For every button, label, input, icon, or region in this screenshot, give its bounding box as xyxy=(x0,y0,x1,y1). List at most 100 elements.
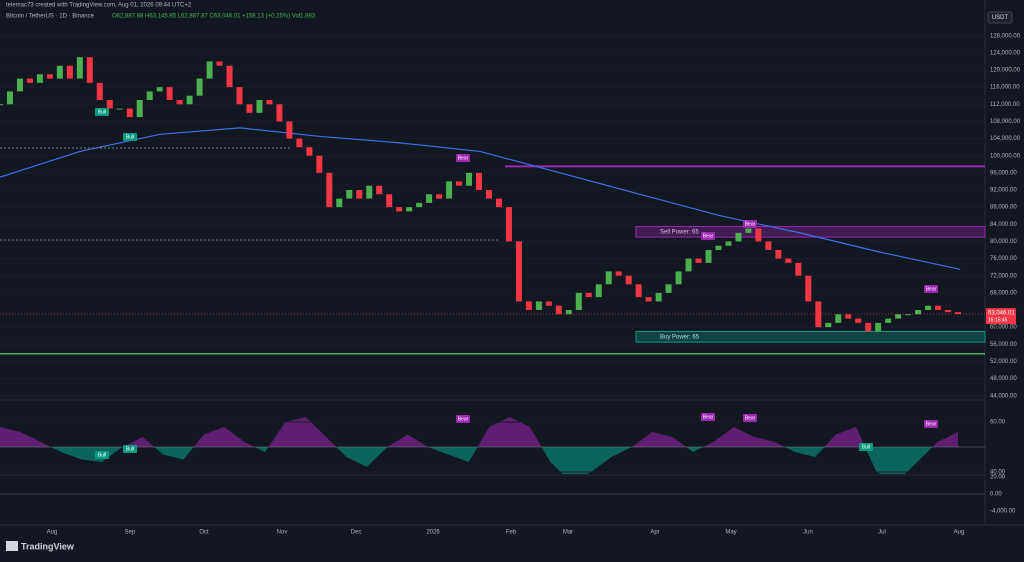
candle xyxy=(46,74,53,79)
signal-label: Bear xyxy=(703,233,714,239)
candle xyxy=(186,95,193,105)
y-tick-label: 60,000.00 xyxy=(990,325,1017,331)
x-tick-label: Apr xyxy=(650,530,659,536)
candle xyxy=(136,100,143,118)
candle xyxy=(535,301,542,310)
osc-area-up xyxy=(0,417,958,447)
candle xyxy=(675,271,682,285)
signal-box xyxy=(924,285,938,293)
candle xyxy=(515,241,522,302)
candle xyxy=(176,100,183,105)
candle xyxy=(266,100,273,105)
y-tick-label: 48,000.00 xyxy=(990,376,1017,382)
x-tick-label: 2026 xyxy=(426,530,440,536)
candle xyxy=(935,305,942,310)
candle xyxy=(6,91,13,105)
x-tick-label: Jun xyxy=(803,530,813,536)
x-tick-label: Aug xyxy=(47,530,58,536)
candle xyxy=(16,78,23,92)
candle xyxy=(605,271,612,285)
y-tick-label: 88,000.00 xyxy=(990,205,1017,211)
candle xyxy=(945,310,952,313)
candle xyxy=(745,228,752,233)
signal-label: Bear xyxy=(703,414,714,420)
candle xyxy=(346,190,353,199)
candle xyxy=(26,78,33,83)
y-tick-label: 76,000.00 xyxy=(990,256,1017,262)
x-tick-label: Aug xyxy=(954,530,965,536)
candle xyxy=(396,207,403,212)
y-tick-label: 68,000.00 xyxy=(990,290,1017,296)
signal-box xyxy=(456,154,470,162)
x-tick-label: Mar xyxy=(563,530,573,536)
y-tick-label: 56,000.00 xyxy=(990,342,1017,348)
price-tag xyxy=(986,308,1016,325)
candle xyxy=(545,301,552,306)
candle xyxy=(665,284,672,293)
macd-label: -4,000.00 xyxy=(990,509,1016,515)
signal-label: Bear xyxy=(745,221,756,227)
signal-label: Bear xyxy=(458,416,469,422)
candle xyxy=(705,250,712,263)
y-tick-label: 112,000.00 xyxy=(990,102,1020,108)
candle xyxy=(955,312,961,315)
signal-box xyxy=(123,445,137,453)
y-tick-label: 44,000.00 xyxy=(990,393,1017,399)
candle xyxy=(436,194,443,199)
candle xyxy=(206,61,213,79)
y-tick-label: 104,000.00 xyxy=(990,136,1021,142)
candle xyxy=(755,228,762,242)
candle xyxy=(336,198,343,208)
y-tick-label: 100,000.00 xyxy=(990,153,1021,159)
y-tick-label: 124,000.00 xyxy=(990,50,1021,56)
candle xyxy=(446,181,453,199)
candle xyxy=(356,190,363,199)
osc-area-down xyxy=(0,447,958,474)
candle xyxy=(845,314,852,319)
price-tag-label: 63,046.01 xyxy=(988,311,1015,317)
candle xyxy=(406,207,413,212)
zone xyxy=(635,330,986,343)
candle xyxy=(505,207,512,242)
signal-label: Bull xyxy=(98,109,106,115)
candle xyxy=(476,172,482,190)
signal-box xyxy=(95,108,109,116)
currency-box xyxy=(987,11,1013,24)
candle xyxy=(555,305,562,315)
candle xyxy=(196,78,203,96)
candle xyxy=(226,65,233,88)
candle xyxy=(575,292,582,310)
candle xyxy=(386,194,393,208)
candle xyxy=(326,172,333,208)
candle xyxy=(276,104,283,122)
osc-tick-label: 60.00 xyxy=(990,420,1006,426)
candle xyxy=(466,172,473,186)
candle xyxy=(875,322,882,332)
candle xyxy=(815,301,822,328)
zone xyxy=(635,225,986,238)
candle xyxy=(525,301,532,310)
candle xyxy=(855,318,862,323)
candle xyxy=(765,241,772,250)
signal-label: Bear xyxy=(458,155,469,161)
candle xyxy=(835,314,842,323)
x-tick-label: Jul xyxy=(878,530,886,536)
candle xyxy=(615,271,622,276)
candle xyxy=(625,275,632,285)
candle xyxy=(256,100,263,113)
y-tick-label: 80,000.00 xyxy=(990,239,1017,245)
candle xyxy=(885,318,892,323)
candle xyxy=(785,258,792,263)
candle xyxy=(805,275,812,302)
currency: USDT xyxy=(992,15,1009,21)
y-tick-label: 96,000.00 xyxy=(990,170,1017,176)
candle xyxy=(915,310,922,315)
y-tick-label: 92,000.00 xyxy=(990,188,1017,194)
candle xyxy=(36,74,43,83)
candle xyxy=(905,314,912,316)
candle xyxy=(376,185,383,195)
logo-icon xyxy=(6,541,18,551)
y-tick-label: 108,000.00 xyxy=(990,119,1021,125)
